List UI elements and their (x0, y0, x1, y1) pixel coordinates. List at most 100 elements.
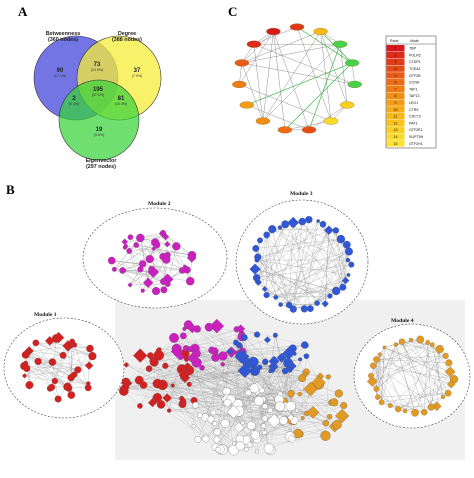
module-3-node (285, 301, 293, 309)
module-2-network (107, 229, 197, 296)
main-network-node (259, 387, 265, 394)
module-4-node (411, 409, 419, 417)
main-network-node (263, 443, 275, 454)
rank-color-swatch (386, 58, 405, 65)
rank-table-row: 1 TBP (386, 45, 417, 52)
module-3-node (348, 261, 355, 268)
rank-table-row: 3 CTDP1 (386, 58, 421, 65)
main-network-node (281, 367, 289, 375)
module-1-node (85, 381, 91, 386)
main-network-node (226, 405, 241, 419)
main-network-node (283, 358, 294, 368)
module-1-node-nodes (20, 331, 97, 403)
venn-pct-all-three: (37.1%) (92, 93, 105, 97)
rank-number: 13 (394, 128, 398, 132)
main-network-node (282, 347, 295, 360)
main-network-node (119, 382, 130, 393)
main-network-node (170, 345, 183, 358)
main-network-node (267, 407, 273, 414)
module-3-node (305, 215, 313, 224)
main-network-node (311, 375, 326, 390)
main-network-node (215, 446, 222, 453)
module-4-node (441, 394, 446, 399)
module-4-node-edge (373, 365, 437, 407)
module-3-node (324, 225, 334, 235)
module-3-node-edge (255, 248, 290, 306)
module-3-node (314, 300, 320, 306)
rank-node-name: TAF13 (409, 94, 420, 98)
main-network-node (240, 420, 245, 425)
module-3-node-edge (316, 244, 347, 304)
main-network-node (237, 363, 252, 379)
rank-table-row: 14 SUPT5H (386, 133, 424, 140)
main-network-node (177, 353, 184, 361)
main-network-node (320, 430, 331, 441)
rank-number: 4 (395, 67, 397, 71)
module-4-node (373, 386, 380, 392)
module-3-node-edge (258, 224, 286, 283)
module-1-node (44, 336, 55, 346)
module-3-node-edge (293, 230, 330, 310)
module-4-node-edge (424, 342, 428, 413)
main-network-node (233, 339, 240, 346)
module-3-node (327, 293, 333, 299)
module-3-node-edge (254, 268, 337, 292)
module-2-title: Module 2 (148, 201, 171, 207)
main-network-edge (233, 378, 303, 412)
rank-number: 15 (394, 142, 398, 146)
module-1-title: Module 1 (34, 312, 57, 318)
module-4-node-edge (372, 339, 412, 382)
main-network-node (183, 362, 192, 371)
venn-size-degree: (388 nodes) (112, 37, 142, 43)
rank-table-row: 4 TCEA1 (386, 65, 421, 72)
main-network-node (262, 358, 269, 365)
main-network-edge (157, 397, 291, 418)
module-1-node-edge (25, 363, 68, 387)
main-network-edge (291, 393, 339, 420)
main-network-node (206, 414, 216, 424)
main-network-node (226, 347, 234, 355)
rank-node-name: CTDP1 (409, 60, 421, 64)
module-4-node (387, 403, 393, 408)
main-network-node (233, 421, 245, 433)
main-network-edge (154, 362, 196, 406)
rank-color-swatch (386, 45, 405, 52)
module-4-node (375, 394, 381, 400)
rank-node-name: TCEA1 (409, 67, 421, 71)
module-2-node (148, 266, 155, 272)
main-network-node (340, 401, 348, 410)
main-network-edge (275, 335, 292, 394)
main-network-node (301, 341, 309, 349)
main-network-node (262, 403, 268, 410)
module-2-node-edge (140, 237, 168, 280)
module-1-node (23, 364, 31, 372)
main-network-node (212, 421, 218, 427)
module-4-node-edge (381, 347, 385, 403)
rank-number: 14 (394, 135, 398, 139)
module-3-node-edge (340, 239, 346, 281)
rank-number: 11 (394, 115, 398, 119)
main-network-node (170, 383, 175, 388)
module-4-node-edge (372, 355, 446, 382)
ring-network-edge (239, 84, 332, 122)
module-4-node (373, 356, 380, 363)
module-4-node (377, 351, 383, 358)
module-2-node (162, 255, 171, 264)
main-network-edge (268, 424, 338, 449)
rank-table-row: 2 POLR2 (386, 51, 421, 59)
rank-table-row: 11 CDC73 (386, 113, 421, 120)
main-network-node (179, 332, 187, 340)
rank-color-swatch (386, 99, 405, 106)
main-network-edge (127, 382, 206, 439)
module-4-inset: Module 4 (353, 318, 471, 429)
module-3-node (254, 253, 262, 261)
ring-network-node (246, 40, 262, 48)
main-network-node (191, 424, 196, 429)
rank-table-row: 15 GTF2H1 (386, 140, 423, 147)
module-3-node-edge (285, 224, 347, 245)
ring-network-edges (239, 26, 355, 131)
main-network-edge (169, 410, 338, 425)
rank-table-row: 7 TAF1 (386, 85, 418, 93)
module-3-node-edge (275, 221, 303, 298)
rank-number: 2 (395, 53, 397, 57)
